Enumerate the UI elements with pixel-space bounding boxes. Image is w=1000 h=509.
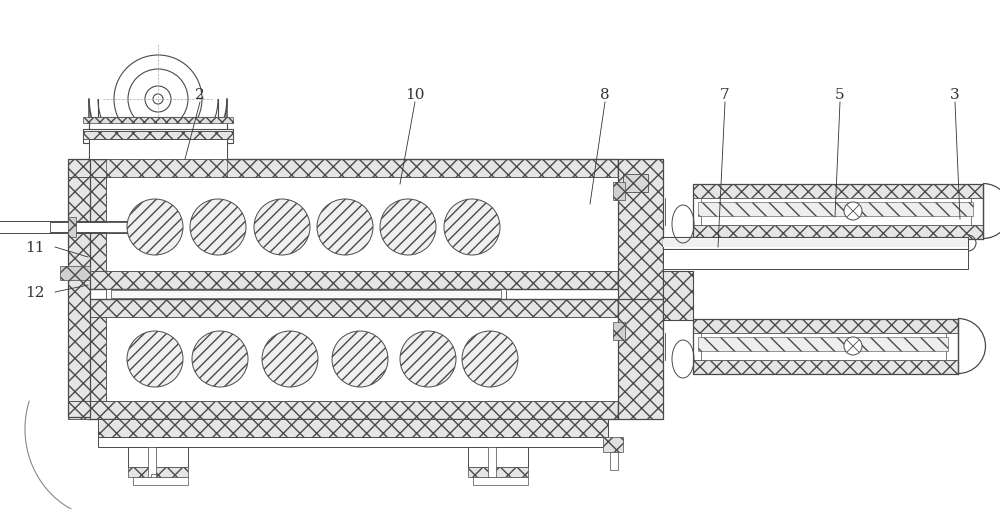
Bar (618, 160, 663, 301)
Circle shape (462, 331, 518, 387)
Bar (60, 267, 90, 280)
Bar (663, 271, 693, 320)
Bar (693, 319, 958, 333)
Bar (468, 447, 528, 467)
Circle shape (262, 331, 318, 387)
Bar (663, 240, 968, 247)
Bar (98, 419, 608, 437)
Circle shape (844, 337, 862, 355)
Bar (610, 452, 618, 470)
Bar (701, 199, 971, 225)
Bar (128, 447, 188, 467)
Bar (618, 299, 663, 419)
Circle shape (844, 203, 862, 220)
Bar (89, 132, 227, 160)
Bar (106, 160, 227, 178)
Bar (133, 477, 188, 485)
Bar (693, 185, 983, 240)
Text: 12: 12 (25, 286, 45, 299)
Bar (83, 118, 233, 124)
Bar (623, 175, 648, 192)
Bar (106, 290, 506, 299)
Bar (88, 401, 618, 419)
Bar (88, 318, 106, 401)
Text: 8: 8 (600, 88, 610, 102)
Bar (468, 467, 528, 477)
Bar (83, 132, 233, 140)
Circle shape (190, 200, 246, 256)
Bar (88, 160, 618, 290)
Bar (68, 160, 90, 417)
Bar (88, 271, 618, 290)
Text: 2: 2 (195, 88, 205, 102)
Bar (88, 160, 618, 178)
Bar (618, 160, 663, 301)
Bar (473, 477, 528, 485)
Bar (0, 221, 176, 234)
Bar (148, 447, 156, 477)
Bar (698, 337, 948, 351)
Bar (89, 118, 227, 132)
Bar (88, 178, 106, 271)
Bar (88, 299, 618, 318)
Bar (613, 183, 625, 201)
Bar (128, 467, 188, 477)
Circle shape (332, 331, 388, 387)
Bar (701, 333, 946, 360)
Bar (488, 447, 496, 477)
Circle shape (153, 95, 163, 105)
Bar (663, 238, 968, 249)
Bar (693, 360, 958, 374)
Text: 5: 5 (835, 88, 845, 102)
Bar (106, 178, 618, 271)
Bar (83, 130, 233, 144)
Bar (603, 437, 623, 452)
Bar (106, 318, 618, 401)
Text: 10: 10 (405, 88, 425, 102)
Circle shape (254, 200, 310, 256)
Bar (50, 222, 156, 233)
Circle shape (127, 331, 183, 387)
Bar (613, 322, 625, 341)
Bar (68, 178, 90, 401)
Circle shape (192, 331, 248, 387)
Bar (89, 140, 227, 160)
Bar (663, 271, 693, 320)
Bar (68, 160, 90, 178)
Circle shape (127, 200, 183, 256)
Bar (698, 203, 973, 216)
Text: 7: 7 (720, 88, 730, 102)
Bar (68, 217, 76, 238)
Bar (693, 225, 983, 240)
Bar (618, 299, 663, 419)
Circle shape (444, 200, 500, 256)
Bar (98, 437, 608, 447)
Bar (693, 185, 983, 199)
Text: 11: 11 (25, 241, 45, 254)
Circle shape (380, 200, 436, 256)
Bar (663, 249, 968, 269)
Bar (88, 299, 618, 419)
Bar (151, 474, 156, 482)
Circle shape (400, 331, 456, 387)
Bar (693, 319, 958, 374)
Circle shape (317, 200, 373, 256)
Bar (68, 401, 90, 419)
Text: 3: 3 (950, 88, 960, 102)
Bar (111, 291, 501, 298)
